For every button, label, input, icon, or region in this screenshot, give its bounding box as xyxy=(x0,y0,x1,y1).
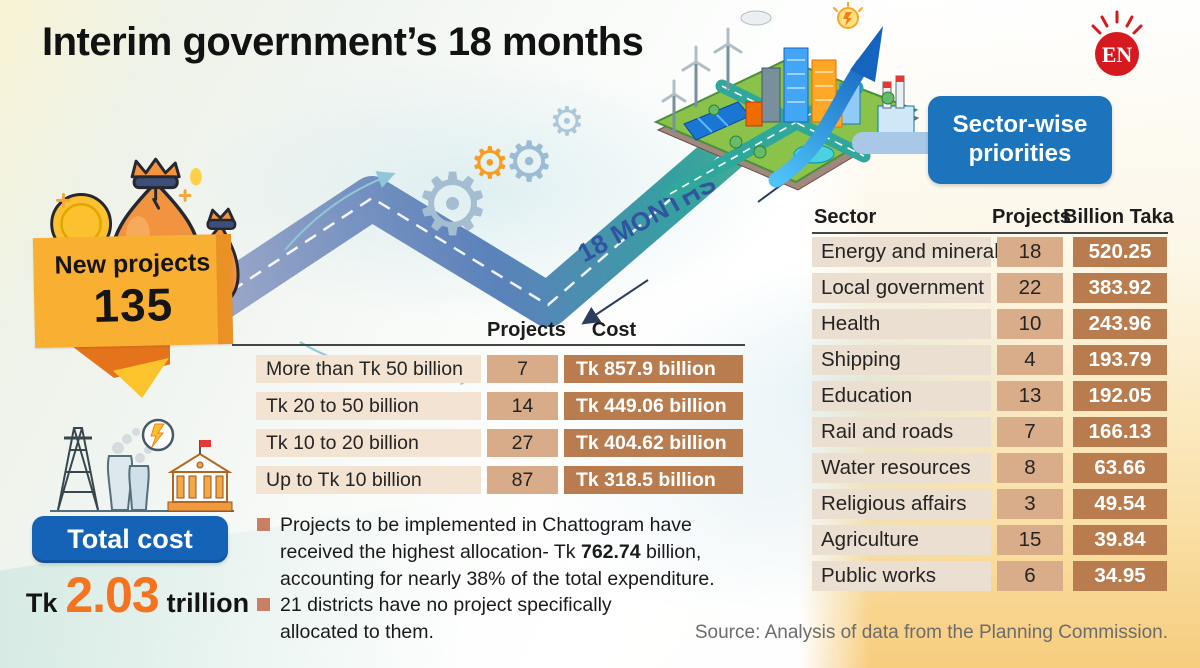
taka-value: 193.79 xyxy=(1073,345,1167,375)
note-districts: 21 districts have no project specificall… xyxy=(256,592,726,646)
banner-side-shade xyxy=(215,233,234,345)
taka-value: 166.13 xyxy=(1073,417,1167,447)
taka-value: 63.66 xyxy=(1073,453,1167,483)
cost-table: Projects Cost More than Tk 50 billion 7 … xyxy=(232,318,745,498)
gear-icon: ⚙ xyxy=(504,130,555,193)
project-count: 7 xyxy=(487,355,558,383)
project-count: 18 xyxy=(997,237,1063,267)
sector-name: Water resources xyxy=(812,453,991,483)
sector-name: Shipping xyxy=(812,345,991,375)
project-count: 27 xyxy=(487,429,558,457)
gear-icon: ⚙ xyxy=(470,139,510,188)
sector-name: Energy and minerals xyxy=(812,237,1009,267)
sector-table: Sector Projects Billion Taka Energy and … xyxy=(812,204,1174,599)
badge-line1: Sector-wise xyxy=(952,111,1088,138)
cost-range: Up to Tk 10 billion xyxy=(256,466,481,494)
sector-table-header-taka: Billion Taka xyxy=(1063,206,1174,228)
new-projects-label: New projects xyxy=(54,248,211,280)
en-logo: EN xyxy=(1091,10,1143,76)
taka-value: 243.96 xyxy=(1073,309,1167,339)
sector-table-header-projects: Projects xyxy=(992,206,1071,228)
project-count: 13 xyxy=(997,381,1063,411)
new-projects-value: 135 xyxy=(92,278,174,332)
badge-connector-ribbon xyxy=(852,132,944,154)
total-cost-figure: Tk 2.03 trillion xyxy=(20,566,255,624)
sector-name: Public works xyxy=(812,561,991,591)
taka-value: 520.25 xyxy=(1073,237,1167,267)
taka-value: 192.05 xyxy=(1073,381,1167,411)
sector-name: Religious affairs xyxy=(812,489,991,519)
en-logo-text: EN xyxy=(1102,42,1133,67)
project-count: 14 xyxy=(487,392,558,420)
cost-value: Tk 449.06 billion xyxy=(564,392,743,420)
note-text: Projects to be implemented in Chattogram… xyxy=(280,514,692,563)
sector-name: Local government xyxy=(812,273,991,303)
project-count: 6 xyxy=(997,561,1063,591)
total-cost-value: 2.03 xyxy=(65,567,159,623)
taka-value: 39.84 xyxy=(1073,525,1167,555)
cost-range: More than Tk 50 billion xyxy=(256,355,481,383)
project-count: 4 xyxy=(997,345,1063,375)
sector-name: Health xyxy=(812,309,991,339)
project-count: 7 xyxy=(997,417,1063,447)
cost-range: Tk 10 to 20 billion xyxy=(256,429,481,457)
page-title: Interim government’s 18 months xyxy=(42,20,644,64)
note-bold-value: 762.74 xyxy=(580,541,641,563)
note-text: billion, accounting for nearly 38% of th… xyxy=(280,541,715,590)
cost-value: Tk 404.62 billion xyxy=(564,429,743,457)
header-divider xyxy=(232,344,745,346)
sector-table-header-sector: Sector xyxy=(814,206,877,228)
bullet-square-icon xyxy=(257,598,270,611)
project-count: 10 xyxy=(997,309,1063,339)
sector-name: Rail and roads xyxy=(812,417,991,447)
city-illustration xyxy=(653,2,920,198)
header-divider xyxy=(812,232,1168,234)
note-chattogram: Projects to be implemented in Chattogram… xyxy=(256,512,726,593)
cost-table-header-cost: Cost xyxy=(591,319,637,341)
power-plant-illustration xyxy=(50,418,234,512)
bullet-square-icon xyxy=(257,518,270,531)
sector-priorities-badge: Sector-wise priorities xyxy=(928,96,1112,184)
currency-label: Tk xyxy=(25,588,58,618)
badge-line2: priorities xyxy=(968,140,1072,167)
note-text: 21 districts have no project specificall… xyxy=(280,594,612,643)
project-count: 22 xyxy=(997,273,1063,303)
project-count: 87 xyxy=(487,466,558,494)
cost-value: Tk 857.9 billion xyxy=(564,355,743,383)
cost-range: Tk 20 to 50 billion xyxy=(256,392,481,420)
taka-value: 49.54 xyxy=(1073,489,1167,519)
cost-value: Tk 318.5 billion xyxy=(564,466,743,494)
project-count: 3 xyxy=(997,489,1063,519)
total-cost-badge: Total cost xyxy=(32,516,228,563)
sector-name: Education xyxy=(812,381,991,411)
project-count: 8 xyxy=(997,453,1063,483)
sector-name: Agriculture xyxy=(812,525,991,555)
project-count: 15 xyxy=(997,525,1063,555)
taka-value: 383.92 xyxy=(1073,273,1167,303)
unit-label: trillion xyxy=(166,588,250,618)
new-projects-banner: New projects 135 xyxy=(32,233,234,349)
taka-value: 34.95 xyxy=(1073,561,1167,591)
gear-icon: ⚙ xyxy=(549,100,585,144)
cost-table-header-projects: Projects xyxy=(487,319,566,341)
gear-icon: ⚙ xyxy=(414,157,492,253)
source-credit: Source: Analysis of data from the Planni… xyxy=(694,622,1168,643)
